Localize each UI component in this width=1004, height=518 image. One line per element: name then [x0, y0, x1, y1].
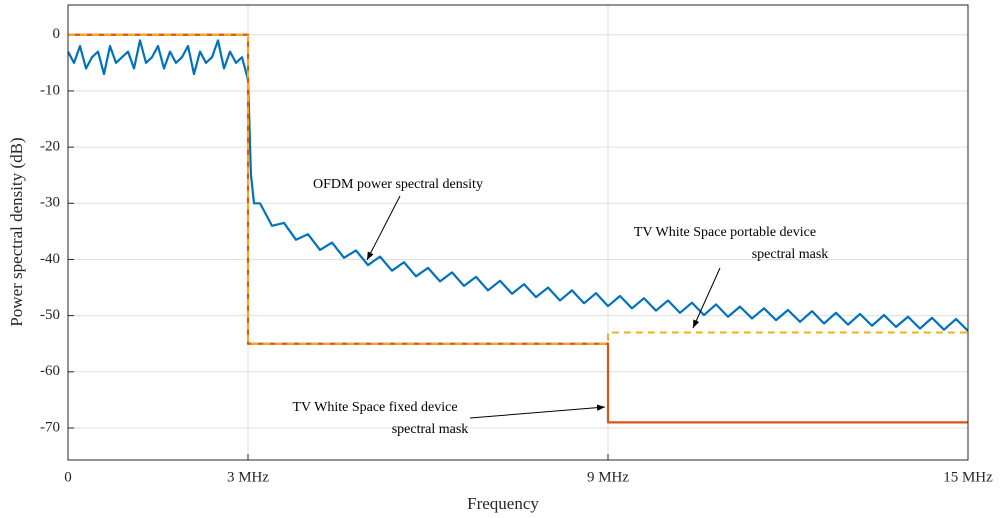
y-tick-label: 0 [53, 26, 61, 42]
y-axis-label: Power spectral density (dB) [7, 137, 26, 326]
annotation-text: OFDM power spectral density [313, 177, 483, 192]
x-tick-label: 3 MHz [227, 469, 269, 485]
series-line [68, 33, 968, 345]
y-tick-label: -60 [40, 363, 60, 379]
x-tick-label: 0 [64, 469, 72, 485]
x-axis-label: Frequency [467, 494, 539, 513]
y-tick-label: -30 [40, 195, 60, 211]
series-line [67, 39, 969, 332]
x-tick-label: 15 MHz [943, 469, 993, 485]
annotation-text: spectral mask [392, 422, 469, 437]
annotation-text: TV White Space portable device [634, 225, 816, 240]
y-tick-label: -20 [40, 139, 60, 155]
annotation-arrow [692, 267, 721, 329]
y-tick-label: -50 [40, 307, 60, 323]
y-tick-label: -40 [40, 251, 60, 267]
annotation-arrow [366, 195, 401, 261]
annotation-text: TV White Space fixed device [292, 400, 457, 415]
annotation-arrow [469, 404, 606, 419]
plot-frame [67, 4, 969, 461]
x-tick-label: 9 MHz [587, 469, 629, 485]
annotation-text: spectral mask [752, 247, 829, 262]
y-tick-label: -10 [40, 82, 60, 98]
y-tick-label: -70 [40, 419, 60, 435]
